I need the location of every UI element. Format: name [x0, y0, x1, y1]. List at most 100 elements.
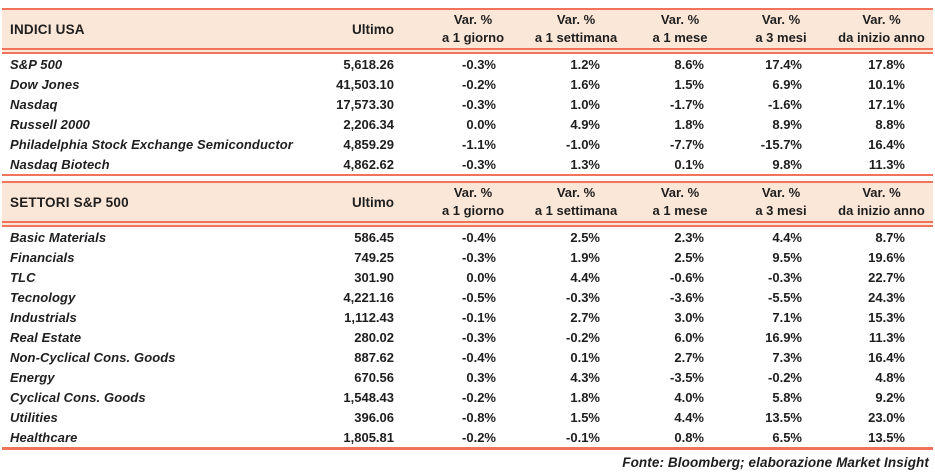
ultimo-column-header: Ultimo: [352, 194, 394, 210]
var-value: 0.3%: [466, 369, 496, 385]
row-name: Energy: [10, 369, 55, 385]
var-value: -0.6%: [670, 269, 704, 285]
var-header-line2: da inizio anno: [838, 30, 925, 45]
ultimo-column-header: Ultimo: [352, 21, 394, 37]
var-value: 7.1%: [772, 309, 802, 325]
var-value: 2.5%: [674, 249, 704, 265]
var-value: 6.9%: [772, 76, 802, 92]
var-value: 24.3%: [868, 289, 905, 305]
var-value: -0.1%: [566, 429, 600, 445]
var-header-line1: Var. %: [556, 185, 596, 200]
var-value: 0.1%: [570, 349, 600, 365]
ultimo-value: 1,112.43: [344, 309, 394, 325]
var-column-header: Var. % da inizio anno: [830, 184, 933, 220]
section-rows: Basic Materials 586.45 -0.4% 2.5% 2.3% 4.4%…: [2, 227, 933, 450]
var-value: 2.7%: [674, 349, 704, 365]
var-header-line1: Var. %: [556, 12, 596, 27]
section-title: INDICI USA: [10, 21, 85, 37]
var-value: 22.7%: [868, 269, 905, 285]
ultimo-value: 1,805.81: [343, 429, 394, 445]
row-name: Nasdaq: [10, 96, 58, 112]
var-column-header: Var. % a 3 mesi: [732, 11, 830, 47]
var-header-line1: Var. %: [660, 12, 700, 27]
var-value: 0.8%: [674, 429, 704, 445]
row-name: Financials: [10, 249, 75, 265]
ultimo-value: 1,548.43: [343, 389, 394, 405]
ultimo-value: 887.62: [354, 349, 394, 365]
table-row: Energy 670.56 0.3% 4.3% -3.5% -0.2% 4.8%: [2, 367, 933, 387]
var-value: 8.7%: [875, 229, 905, 245]
var-value: -0.5%: [462, 289, 496, 305]
table-row: Healthcare 1,805.81 -0.2% -0.1% 0.8% 6.5% 13…: [2, 427, 933, 447]
var-value: -0.3%: [462, 96, 496, 112]
var-value: 9.8%: [772, 156, 802, 172]
row-name: TLC: [10, 269, 36, 285]
row-name: Tecnology: [10, 289, 76, 305]
var-value: -0.3%: [462, 156, 496, 172]
ultimo-value: 4,859.29: [343, 136, 394, 152]
ultimo-value: 280.02: [354, 329, 394, 345]
table-section: SETTORI S&P 500 Ultimo Var. % a 1 giorno V…: [2, 181, 933, 450]
var-header-line1: Var. %: [862, 12, 901, 27]
var-value: -15.7%: [760, 136, 802, 152]
var-value: -0.3%: [768, 269, 802, 285]
var-column-header: Var. % a 1 settimana: [524, 11, 628, 47]
table-row: Russell 2000 2,206.34 0.0% 4.9% 1.8% 8.9% 8.…: [2, 114, 933, 134]
row-name: Real Estate: [10, 329, 82, 345]
var-value: 8.8%: [875, 116, 905, 132]
var-value: -1.7%: [670, 96, 704, 112]
ultimo-value: 5,618.26: [343, 56, 394, 72]
var-value: 1.8%: [570, 389, 600, 405]
var-value: 4.3%: [570, 369, 600, 385]
var-header-line2: a 1 mese: [652, 203, 708, 218]
var-value: 17.1%: [868, 96, 905, 112]
var-value: 11.3%: [868, 329, 905, 345]
var-value: 3.0%: [674, 309, 704, 325]
table-row: S&P 500 5,618.26 -0.3% 1.2% 8.6% 17.4% 17.8%: [2, 54, 933, 74]
var-value: 1.5%: [674, 76, 704, 92]
ultimo-value: 396.06: [354, 409, 394, 425]
var-value: 5.8%: [772, 389, 802, 405]
ultimo-value: 301.90: [354, 269, 394, 285]
var-value: -0.3%: [462, 249, 496, 265]
var-value: -7.7%: [670, 136, 704, 152]
var-column-header: Var. % a 3 mesi: [732, 184, 830, 220]
ultimo-value: 749.25: [354, 249, 394, 265]
table-row: Utilities 396.06 -0.8% 1.5% 4.4% 13.5% 23.0%: [2, 407, 933, 427]
table-row: Nasdaq 17,573.30 -0.3% 1.0% -1.7% -1.6% 17.1…: [2, 94, 933, 114]
var-value: 9.5%: [772, 249, 802, 265]
var-value: 16.4%: [868, 349, 905, 365]
row-name: Industrials: [10, 309, 77, 325]
var-value: 10.1%: [868, 76, 905, 92]
var-value: 1.8%: [674, 116, 704, 132]
ultimo-value: 4,862.62: [343, 156, 394, 172]
row-name: Cyclical Cons. Goods: [10, 389, 146, 405]
row-name: Nasdaq Biotech: [10, 156, 110, 172]
var-value: 23.0%: [868, 409, 905, 425]
ultimo-value: 2,206.34: [343, 116, 394, 132]
var-value: 2.7%: [570, 309, 600, 325]
var-value: -0.2%: [768, 369, 802, 385]
var-header-line1: Var. %: [761, 12, 801, 27]
var-value: 1.5%: [570, 409, 600, 425]
var-header-line2: a 1 settimana: [534, 30, 618, 45]
var-header-line2: a 3 mesi: [755, 30, 807, 45]
var-value: 17.4%: [765, 56, 802, 72]
var-value: 15.3%: [868, 309, 905, 325]
table-row: Industrials 1,112.43 -0.1% 2.7% 3.0% 7.1% 15…: [2, 307, 933, 327]
var-value: 4.8%: [875, 369, 905, 385]
var-header-line1: Var. %: [453, 12, 493, 27]
row-name: Basic Materials: [10, 229, 107, 245]
var-column-header: Var. % a 1 mese: [628, 184, 732, 220]
var-value: 4.4%: [674, 409, 704, 425]
var-header-line2: a 3 mesi: [755, 203, 807, 218]
ultimo-value: 17,573.30: [336, 96, 394, 112]
var-value: -0.8%: [462, 409, 496, 425]
var-value: 17.8%: [868, 56, 905, 72]
var-value: 1.0%: [570, 96, 600, 112]
var-value: -0.2%: [462, 389, 496, 405]
var-value: -3.6%: [670, 289, 704, 305]
var-header-line1: Var. %: [660, 185, 700, 200]
var-value: -1.1%: [462, 136, 496, 152]
